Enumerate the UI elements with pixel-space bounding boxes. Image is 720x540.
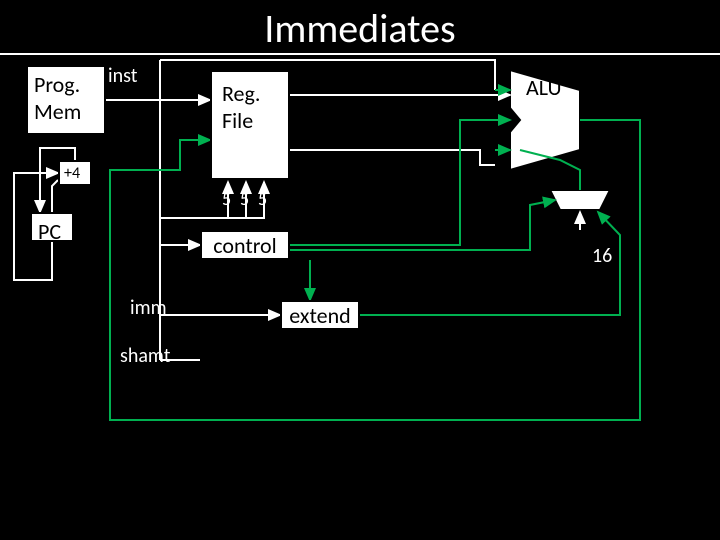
control-box: control — [200, 230, 290, 260]
pc-box: PC — [30, 212, 74, 242]
sixteen-label: 16 — [592, 244, 612, 268]
imm-label: imm — [130, 296, 167, 320]
shamt-label: shamt — [120, 344, 170, 368]
five-label-2: 5 — [240, 188, 249, 210]
inst-label: inst — [108, 64, 137, 88]
plus4-box: +4 — [58, 160, 92, 186]
extend-box: extend — [280, 300, 360, 330]
five-label-3: 5 — [258, 188, 267, 210]
regfile-box: Reg. File — [210, 70, 290, 180]
alu-label: ALU — [526, 74, 562, 101]
mux-shape — [550, 190, 610, 210]
five-label-1: 5 — [222, 188, 231, 210]
prog-mem-box: Prog. Mem — [26, 65, 106, 135]
